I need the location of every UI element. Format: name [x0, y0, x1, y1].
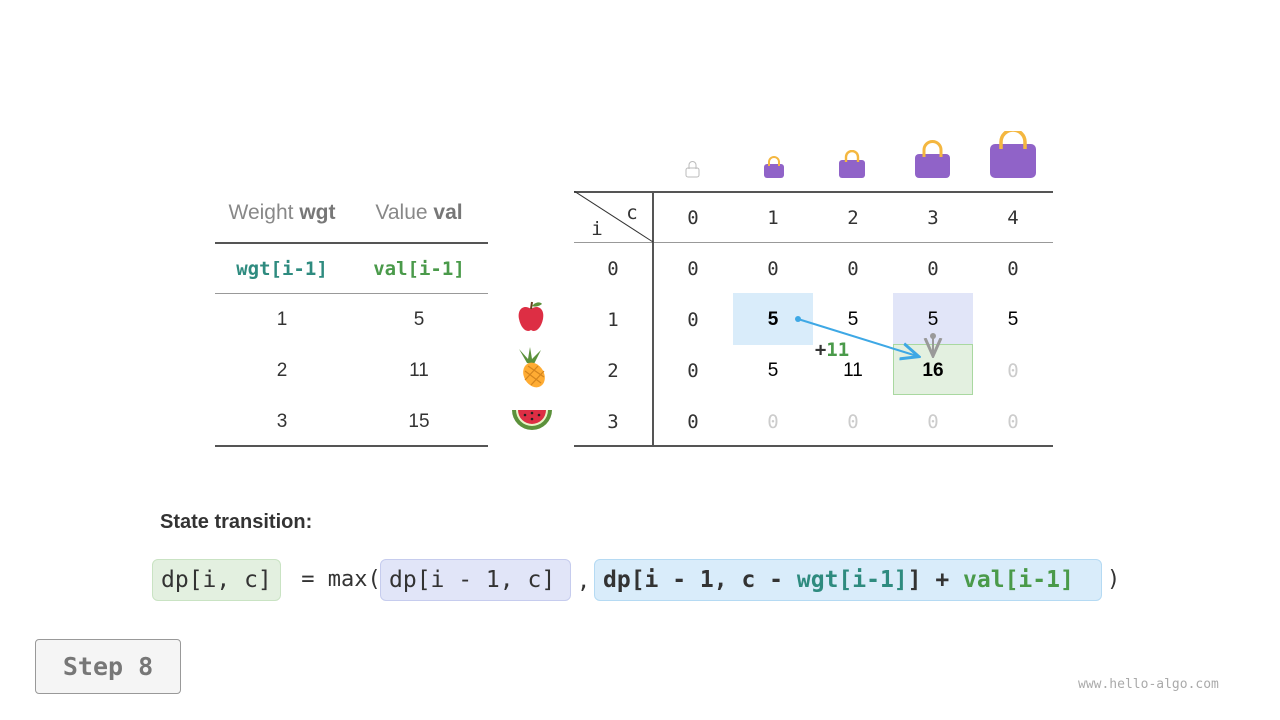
- dp-cell: 0: [687, 360, 699, 382]
- pineapple-icon: [519, 347, 545, 388]
- dp-cell: 0: [687, 309, 699, 331]
- dp-cell: 0: [687, 258, 699, 280]
- bag-icon-2: [839, 150, 865, 178]
- corner-c-label: c: [626, 202, 638, 224]
- dp-cell: 5: [847, 309, 859, 330]
- wgt-cell: 3: [276, 411, 288, 432]
- row-label: 1: [607, 309, 619, 331]
- header-value: Value val: [375, 201, 463, 224]
- wgt-cell: 2: [276, 360, 288, 381]
- dp-cell: 16: [922, 360, 944, 381]
- dp-cell: 5: [927, 309, 939, 330]
- formula-max: = max(: [288, 567, 381, 592]
- val-cell: 11: [409, 360, 429, 381]
- subheader-wgt: wgt[i-1]: [236, 258, 328, 280]
- row-label: 0: [607, 258, 619, 280]
- dp-cell: 0: [927, 258, 939, 280]
- dp-cell: 0: [687, 411, 699, 433]
- watermelon-icon: [512, 410, 552, 430]
- header-weight: Weight wgt: [228, 201, 336, 224]
- row-label: 3: [607, 411, 619, 433]
- capacity-header: 0: [687, 207, 699, 229]
- val-cell: 5: [413, 309, 425, 330]
- corner-diagonal: [574, 191, 654, 243]
- capacity-header: 1: [767, 207, 779, 229]
- capacity-header: 2: [847, 207, 859, 229]
- formula-option-take: dp[i - 1, c - wgt[i-1]] + val[i-1]: [594, 559, 1102, 601]
- apple-icon: [518, 301, 544, 331]
- blue-arrow: [797, 318, 917, 356]
- formula-title: State transition:: [160, 511, 313, 533]
- dp-cell: 0: [927, 411, 939, 433]
- formula-lhs: dp[i, c]: [152, 559, 281, 601]
- dp-cell: 0: [847, 411, 859, 433]
- watermark: www.hello-algo.com: [1078, 677, 1219, 692]
- step-button[interactable]: Step 8: [35, 639, 181, 694]
- dp-cell: 5: [1007, 309, 1019, 330]
- dp-cell: 5: [767, 309, 779, 330]
- capacity-header: 3: [927, 207, 939, 229]
- increment-label: +11: [814, 339, 850, 361]
- empty-bag-icon: [685, 161, 700, 178]
- dp-cell: 11: [843, 360, 863, 381]
- formula-close: ): [1107, 567, 1121, 592]
- dp-cell: 0: [1007, 411, 1019, 433]
- dp-cell: 0: [1007, 360, 1019, 382]
- bag-icon-3: [915, 140, 950, 178]
- dp-cell: 0: [847, 258, 859, 280]
- row-label: 2: [607, 360, 619, 382]
- subheader-val: val[i-1]: [373, 258, 465, 280]
- wgt-cell: 1: [276, 309, 288, 330]
- bag-icon-4: [990, 131, 1036, 178]
- formula-option-skip: dp[i - 1, c]: [380, 559, 571, 601]
- bag-icon-1: [764, 156, 784, 178]
- dp-cell: 0: [1007, 258, 1019, 280]
- dp-cell: 5: [767, 360, 779, 381]
- dp-cell: 0: [767, 411, 779, 433]
- capacity-header: 4: [1007, 207, 1019, 229]
- formula-comma: ,: [577, 569, 591, 594]
- dp-cell: 0: [767, 258, 779, 280]
- corner-i-label: i: [591, 218, 603, 240]
- val-cell: 15: [408, 411, 430, 432]
